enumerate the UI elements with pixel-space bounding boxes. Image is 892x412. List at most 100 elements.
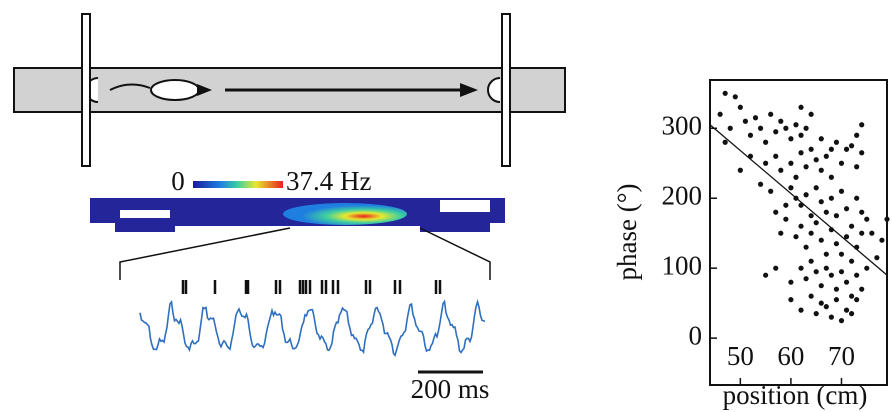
point — [838, 318, 845, 324]
point — [798, 150, 804, 156]
point — [808, 258, 814, 264]
arrowhead — [460, 83, 478, 97]
point — [828, 195, 834, 201]
point — [798, 223, 804, 229]
point — [833, 213, 840, 219]
zoom-lines — [119, 227, 491, 280]
point — [843, 206, 850, 212]
point — [783, 202, 789, 208]
x-tick-label: 70 — [828, 341, 855, 371]
point — [854, 164, 860, 170]
point — [788, 160, 794, 166]
point — [788, 297, 794, 303]
point — [763, 160, 769, 166]
point — [768, 111, 774, 117]
point — [773, 129, 779, 135]
y-tick-label: 300 — [662, 110, 703, 140]
colorbar — [193, 181, 283, 188]
point — [859, 150, 865, 156]
point — [828, 272, 834, 278]
point — [763, 272, 769, 278]
point — [859, 122, 865, 128]
point — [849, 311, 855, 317]
point — [854, 132, 860, 138]
point — [818, 283, 824, 289]
plot-frame — [709, 79, 888, 386]
place-field — [283, 203, 407, 225]
colorbar-max: 37.4 Hz — [286, 166, 371, 196]
point — [778, 118, 784, 124]
point — [859, 230, 865, 236]
point — [828, 314, 834, 320]
rate-map-gap — [440, 200, 490, 212]
point — [803, 244, 809, 250]
point — [849, 293, 855, 299]
point — [854, 272, 860, 278]
point — [823, 209, 829, 215]
point — [808, 230, 814, 236]
point — [823, 304, 829, 310]
point — [823, 153, 829, 159]
barrier — [501, 13, 511, 167]
point — [737, 104, 743, 110]
point — [722, 90, 728, 96]
point — [773, 153, 779, 159]
point — [859, 286, 865, 292]
point — [737, 167, 743, 173]
point — [843, 146, 850, 152]
point — [833, 139, 840, 145]
point — [793, 122, 799, 128]
point — [818, 167, 824, 173]
point — [788, 279, 794, 285]
colorbar-min: 0 — [171, 166, 185, 196]
point — [732, 94, 738, 100]
point — [803, 276, 809, 282]
point — [859, 209, 865, 215]
point — [854, 195, 860, 201]
point — [803, 125, 809, 131]
point — [813, 311, 819, 317]
point — [783, 216, 789, 222]
point — [843, 307, 850, 313]
point — [823, 251, 829, 257]
point — [808, 111, 814, 117]
point — [813, 269, 819, 275]
point — [803, 164, 809, 170]
point — [778, 167, 784, 173]
barrier — [81, 13, 91, 167]
point — [838, 269, 845, 275]
point — [864, 216, 870, 222]
scale-bar-label: 200 ms — [411, 374, 490, 404]
x-tick-label: 50 — [727, 341, 754, 371]
point — [757, 125, 764, 131]
reward-well — [487, 77, 501, 103]
point — [838, 160, 845, 166]
point — [788, 136, 794, 142]
point — [808, 293, 814, 299]
rate-map-gap — [120, 210, 170, 218]
point — [783, 125, 789, 131]
point — [833, 286, 840, 292]
y-tick-label: 0 — [689, 320, 703, 350]
point — [828, 174, 834, 180]
point — [793, 234, 799, 240]
point — [849, 143, 855, 149]
trend-line — [709, 124, 888, 276]
point — [864, 265, 870, 271]
point — [879, 237, 885, 243]
point — [808, 146, 814, 152]
lfp-trace — [139, 298, 486, 357]
y-axis-label: phase (°) — [612, 183, 642, 280]
point — [798, 265, 804, 271]
point — [813, 185, 819, 191]
point — [763, 139, 769, 145]
point — [752, 115, 759, 121]
point — [778, 230, 784, 236]
point — [773, 265, 779, 271]
point — [798, 104, 804, 110]
point — [742, 118, 749, 124]
point — [823, 265, 829, 271]
point — [833, 297, 840, 303]
point — [884, 216, 890, 222]
